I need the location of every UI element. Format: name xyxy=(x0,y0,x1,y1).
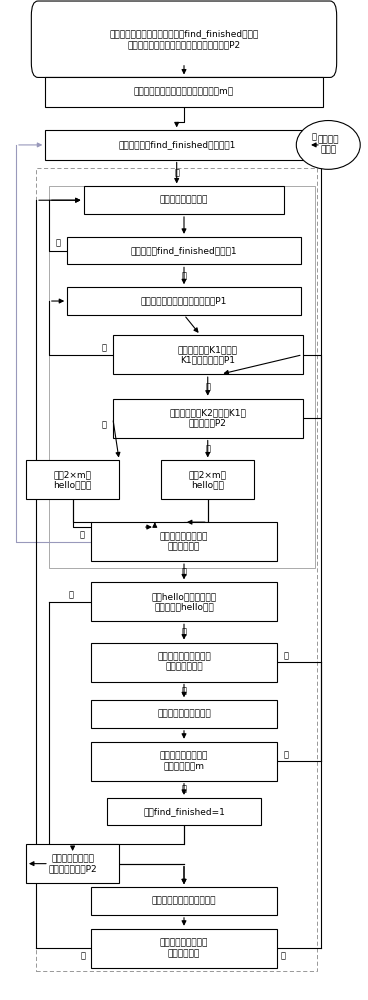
FancyBboxPatch shape xyxy=(67,237,301,264)
Text: 否: 否 xyxy=(79,531,84,540)
FancyBboxPatch shape xyxy=(113,399,303,438)
Text: 判断是否是先发射后
接收信息模式: 判断是否是先发射后 接收信息模式 xyxy=(160,939,208,958)
FancyBboxPatch shape xyxy=(45,130,308,160)
Text: 否: 否 xyxy=(174,168,179,177)
FancyBboxPatch shape xyxy=(67,287,301,315)
Text: 判断是否是先发射后
接收信息模式: 判断是否是先发射后 接收信息模式 xyxy=(160,532,208,551)
Text: 判断是否是新的邻节点
且未发现本节点: 判断是否是新的邻节点 且未发现本节点 xyxy=(157,652,211,672)
Text: 否: 否 xyxy=(284,651,289,660)
FancyBboxPatch shape xyxy=(91,700,277,728)
Text: 节点更新本方向的邻节点表: 节点更新本方向的邻节点表 xyxy=(152,897,216,906)
Text: 否: 否 xyxy=(101,420,106,429)
Text: 是: 是 xyxy=(181,627,187,636)
FancyBboxPatch shape xyxy=(91,522,277,561)
FancyBboxPatch shape xyxy=(91,929,277,968)
Text: 是: 是 xyxy=(81,951,86,960)
FancyBboxPatch shape xyxy=(31,1,337,77)
Text: 随机生成数值K1，判断
K1是否小于等于P1: 随机生成数值K1，判断 K1是否小于等于P1 xyxy=(178,345,238,364)
FancyBboxPatch shape xyxy=(45,77,323,107)
Text: 是: 是 xyxy=(181,686,187,695)
Text: 否: 否 xyxy=(284,750,289,759)
FancyBboxPatch shape xyxy=(91,643,277,682)
Text: 否: 否 xyxy=(280,951,285,960)
Text: 设置find_finished=1: 设置find_finished=1 xyxy=(143,807,225,816)
Text: 是: 是 xyxy=(205,382,210,391)
Text: 节点增大本方向的
信息传输功率和P2: 节点增大本方向的 信息传输功率和P2 xyxy=(48,854,97,873)
Text: 导入网络范围和节点总数，设定find_finished值，邻
节点表和初始方向序列，初始状态选择概率P2: 导入网络范围和节点总数，设定find_finished值，邻 节点表和初始方向序… xyxy=(109,30,259,49)
Ellipse shape xyxy=(296,121,360,169)
FancyBboxPatch shape xyxy=(161,460,254,499)
FancyBboxPatch shape xyxy=(26,460,119,499)
Text: 否: 否 xyxy=(68,591,73,600)
Text: 是: 是 xyxy=(181,567,187,576)
Text: 是: 是 xyxy=(205,445,210,454)
FancyBboxPatch shape xyxy=(91,887,277,915)
FancyBboxPatch shape xyxy=(107,798,261,825)
Text: 是: 是 xyxy=(56,238,60,247)
Text: 计算节点每个方向可能的邻节点数量m值: 计算节点每个方向可能的邻节点数量m值 xyxy=(134,88,234,97)
FancyBboxPatch shape xyxy=(113,335,303,374)
Text: 判断所有方向find_finished值是否为1: 判断所有方向find_finished值是否为1 xyxy=(118,140,236,149)
FancyBboxPatch shape xyxy=(26,844,119,883)
Text: 判断该方向find_finished是否为1: 判断该方向find_finished是否为1 xyxy=(131,246,237,255)
Text: 该方向邻节点数量加一: 该方向邻节点数量加一 xyxy=(157,710,211,719)
Text: 否: 否 xyxy=(181,271,187,280)
FancyBboxPatch shape xyxy=(91,582,277,621)
Text: 设置邻节点发现模式和选择概率P1: 设置邻节点发现模式和选择概率P1 xyxy=(141,297,227,306)
Text: 邻节点发
现结束: 邻节点发 现结束 xyxy=(318,135,339,155)
Text: 是: 是 xyxy=(181,784,187,793)
Text: 随机生成数值K2，判断K1是
否小于等于P2: 随机生成数值K2，判断K1是 否小于等于P2 xyxy=(169,408,246,428)
FancyBboxPatch shape xyxy=(91,742,277,781)
Text: 选择邻节点发现方向: 选择邻节点发现方向 xyxy=(160,196,208,205)
Text: 判断邻节点数量加一
的值是否等于m: 判断邻节点数量加一 的值是否等于m xyxy=(160,752,208,771)
Text: 发送2×m个
hello信息: 发送2×m个 hello信息 xyxy=(189,470,227,490)
Text: 休息2×m个
hello的时间: 休息2×m个 hello的时间 xyxy=(53,470,92,490)
FancyBboxPatch shape xyxy=(84,186,284,214)
Text: 否: 否 xyxy=(101,344,106,353)
Text: 是: 是 xyxy=(311,132,316,141)
Text: 接收hello信息并判断是
否能接收到hello信息: 接收hello信息并判断是 否能接收到hello信息 xyxy=(152,592,216,612)
